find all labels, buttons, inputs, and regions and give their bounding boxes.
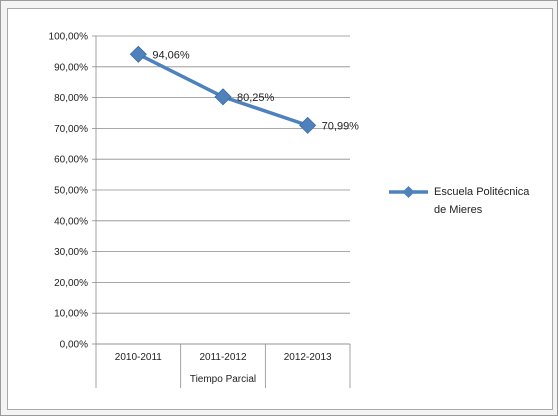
legend-label: Escuela Politécnica de Mieres — [434, 186, 530, 216]
y-tick-label: 20,00% — [54, 278, 88, 289]
y-tick-label: 60,00% — [54, 155, 88, 166]
y-tick-label: 80,00% — [54, 93, 88, 104]
chart-area — [7, 8, 553, 410]
y-tick-label: 30,00% — [54, 247, 88, 258]
y-tick-label: 50,00% — [54, 186, 88, 197]
legend — [389, 186, 428, 198]
x-axis-categories: 2010-2011 2011-2012 2012-2013 — [95, 344, 351, 388]
data-point-marker — [129, 45, 147, 63]
data-label: 80,25% — [237, 92, 275, 104]
y-tick-label: 100,00% — [49, 32, 89, 43]
series-layer: 94,06% 80,25% 70,99% — [129, 45, 360, 134]
data-point-marker — [214, 88, 232, 106]
y-axis-ticks: 0,00% 10,00% 20,00% 30,00% 40,00% 50,00% 60,00… — [49, 32, 96, 351]
data-label: 94,06% — [152, 49, 190, 61]
x-tick-label: 2011-2012 — [199, 352, 247, 363]
x-axis-group-label: Tiempo Parcial — [190, 374, 256, 385]
data-label: 70,99% — [322, 120, 360, 132]
gridlines — [96, 35, 350, 345]
x-tick-label: 2012-2013 — [284, 352, 332, 363]
y-tick-label: 40,00% — [54, 216, 88, 227]
y-tick-label: 10,00% — [54, 309, 88, 320]
x-tick-label: 2010-2011 — [115, 352, 163, 363]
y-tick-label: 90,00% — [54, 62, 88, 73]
legend-marker — [402, 186, 415, 198]
y-tick-label: 0,00% — [60, 340, 88, 351]
y-tick-label: 70,00% — [54, 124, 88, 135]
data-point-marker — [299, 116, 317, 134]
